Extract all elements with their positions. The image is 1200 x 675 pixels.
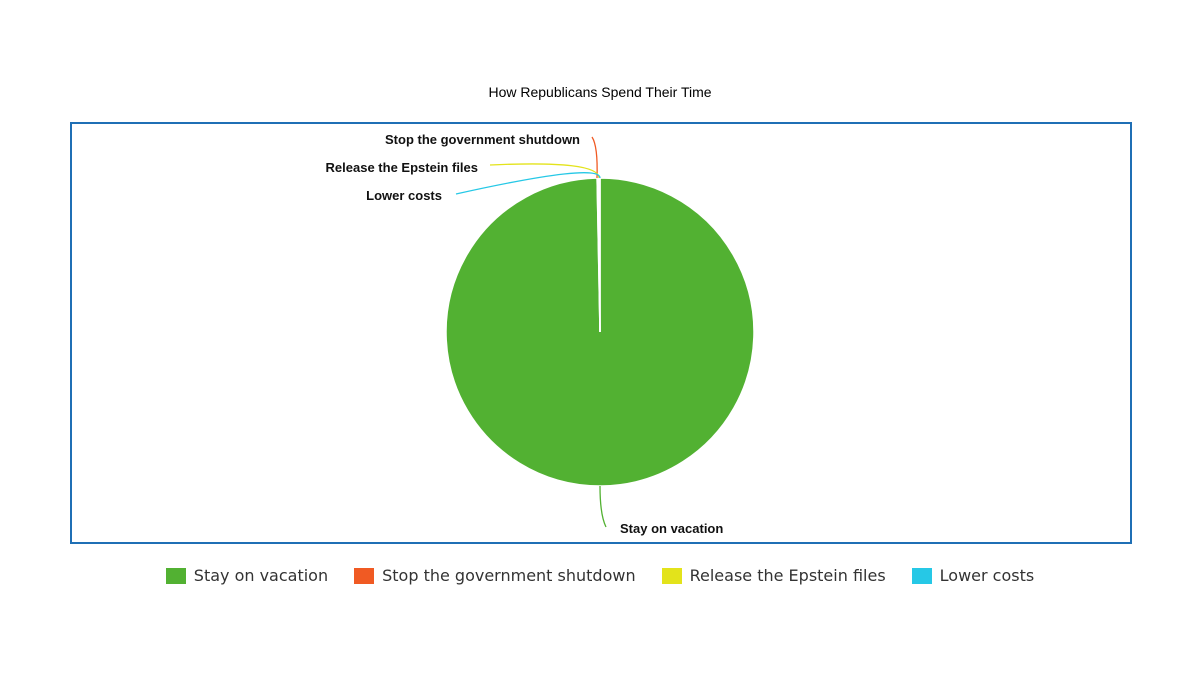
legend-item[interactable]: Release the Epstein files — [661, 566, 886, 585]
legend-label: Release the Epstein files — [689, 566, 886, 585]
leader-line — [489, 163, 600, 179]
slice-label: Stop the government shutdown — [385, 132, 580, 147]
slice-label: Lower costs — [366, 188, 442, 203]
leader-line — [599, 485, 607, 528]
pie-slice[interactable] — [598, 177, 601, 333]
plot-frame — [70, 122, 1132, 544]
slice-label: Stay on vacation — [620, 521, 723, 536]
legend-swatch — [165, 567, 186, 584]
legend-swatch — [354, 567, 375, 584]
chart-title: How Republicans Spend Their Time — [488, 84, 712, 100]
legend-label: Stop the government shutdown — [382, 566, 636, 585]
legend-item[interactable]: Lower costs — [911, 566, 1035, 585]
legend-label: Stay on vacation — [193, 566, 329, 585]
slice-label: Release the Epstein files — [326, 160, 478, 175]
leader-line — [455, 172, 601, 195]
legend-item[interactable]: Stop the government shutdown — [354, 566, 636, 585]
legend-swatch — [911, 567, 932, 584]
legend-item[interactable]: Stay on vacation — [165, 566, 329, 585]
legend-label: Lower costs — [939, 566, 1035, 585]
legend-swatch — [661, 567, 682, 584]
legend: Stay on vacation Stop the government shu… — [0, 566, 1200, 585]
